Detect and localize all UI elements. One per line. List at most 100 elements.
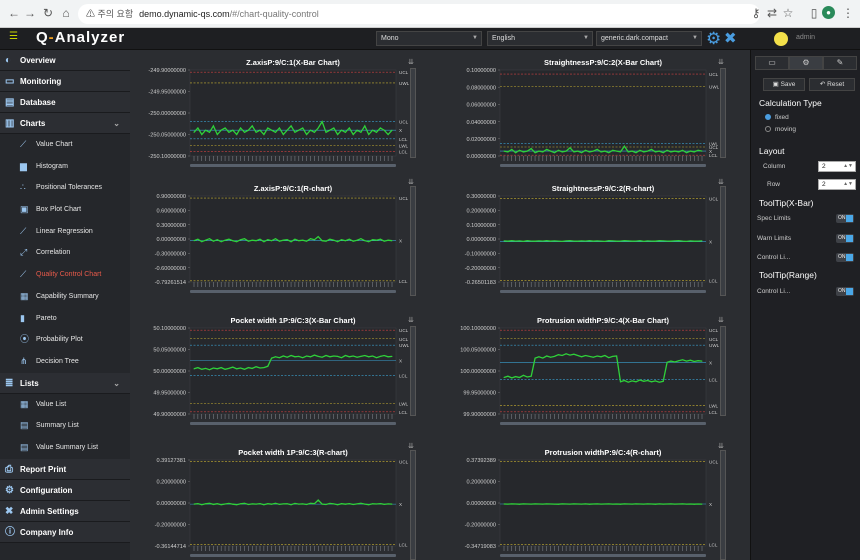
data-point[interactable] (333, 503, 335, 505)
sidebar-group-admin-settings[interactable]: ✖ Admin Settings (0, 500, 130, 522)
data-point[interactable] (697, 360, 699, 362)
data-point[interactable] (585, 355, 587, 357)
data-point[interactable] (581, 356, 583, 358)
data-point[interactable] (619, 151, 621, 153)
data-point[interactable] (542, 357, 544, 359)
horizontal-scrollbar[interactable] (190, 422, 396, 425)
data-point[interactable] (321, 121, 323, 123)
data-point[interactable] (557, 240, 559, 242)
data-point[interactable] (639, 379, 641, 381)
data-point[interactable] (631, 503, 633, 505)
translate-icon[interactable]: ⇄ (766, 6, 778, 20)
data-point[interactable] (585, 503, 587, 505)
data-point[interactable] (341, 357, 343, 359)
radio-fixed[interactable] (765, 114, 771, 120)
data-point[interactable] (623, 379, 625, 381)
data-point[interactable] (666, 361, 668, 363)
data-point[interactable] (627, 151, 629, 153)
data-point[interactable] (608, 240, 610, 242)
data-point[interactable] (209, 502, 211, 504)
data-point[interactable] (329, 238, 331, 240)
data-point[interactable] (678, 240, 680, 242)
data-point[interactable] (247, 503, 249, 505)
data-point[interactable] (530, 148, 532, 150)
data-point[interactable] (658, 503, 660, 505)
data-point[interactable] (569, 240, 571, 242)
data-point[interactable] (247, 129, 249, 131)
data-point[interactable] (530, 240, 532, 242)
data-point[interactable] (197, 238, 199, 240)
data-point[interactable] (511, 240, 513, 242)
data-point[interactable] (243, 502, 245, 504)
data-point[interactable] (693, 361, 695, 363)
data-point[interactable] (368, 134, 370, 135)
data-point[interactable] (313, 354, 315, 356)
data-point[interactable] (352, 503, 354, 505)
data-point[interactable] (631, 380, 633, 382)
data-point[interactable] (612, 149, 614, 151)
vertical-scrollbar[interactable] (410, 186, 416, 296)
data-point[interactable] (325, 355, 327, 357)
data-point[interactable] (275, 502, 277, 504)
data-point[interactable] (220, 241, 222, 243)
data-point[interactable] (538, 240, 540, 242)
data-point[interactable] (333, 355, 335, 357)
data-point[interactable] (557, 354, 559, 356)
data-point[interactable] (519, 503, 521, 505)
data-point[interactable] (592, 356, 594, 358)
data-point[interactable] (344, 131, 346, 133)
data-point[interactable] (573, 151, 575, 153)
data-point[interactable] (197, 127, 199, 129)
data-point[interactable] (302, 127, 304, 129)
data-point[interactable] (697, 503, 699, 505)
data-point[interactable] (228, 131, 230, 133)
data-point[interactable] (216, 503, 218, 505)
data-point[interactable] (647, 379, 649, 381)
data-point[interactable] (205, 367, 207, 369)
scroll-arrow-icon[interactable]: ⇊ (718, 443, 724, 450)
data-point[interactable] (689, 503, 691, 505)
home-icon[interactable]: ⌂ (62, 6, 70, 20)
data-point[interactable] (592, 503, 594, 505)
data-point[interactable] (600, 151, 602, 153)
data-point[interactable] (302, 357, 304, 359)
data-point[interactable] (600, 356, 602, 358)
mode-select[interactable]: Mono ▼ (376, 31, 482, 46)
data-point[interactable] (251, 125, 253, 127)
data-point[interactable] (391, 503, 393, 505)
sidebar-group-overview[interactable]: ◐ Overview (0, 50, 130, 71)
data-point[interactable] (306, 355, 308, 357)
scroll-arrow-icon[interactable]: ⇊ (408, 317, 414, 324)
data-point[interactable] (259, 129, 261, 131)
data-point[interactable] (282, 134, 284, 135)
data-point[interactable] (356, 239, 358, 241)
data-point[interactable] (507, 503, 509, 505)
data-point[interactable] (631, 240, 633, 242)
data-point[interactable] (356, 356, 358, 358)
data-point[interactable] (352, 355, 354, 357)
data-point[interactable] (232, 366, 234, 368)
data-point[interactable] (573, 503, 575, 505)
data-point[interactable] (588, 355, 590, 357)
reset-button[interactable]: ↶ Reset (809, 78, 855, 91)
data-point[interactable] (236, 368, 238, 370)
data-point[interactable] (511, 503, 513, 505)
data-point[interactable] (387, 356, 389, 358)
data-point[interactable] (697, 149, 699, 151)
data-point[interactable] (290, 241, 292, 243)
data-point[interactable] (309, 356, 311, 358)
data-point[interactable] (515, 240, 517, 242)
data-point[interactable] (216, 368, 218, 370)
app-logo[interactable]: Q-Analyzer (36, 29, 125, 46)
data-point[interactable] (294, 131, 296, 133)
data-point[interactable] (209, 369, 211, 371)
data-point[interactable] (530, 375, 532, 377)
data-point[interactable] (232, 129, 234, 131)
data-point[interactable] (383, 129, 385, 131)
data-point[interactable] (224, 368, 226, 370)
data-point[interactable] (596, 503, 598, 505)
data-point[interactable] (255, 366, 257, 368)
data-point[interactable] (565, 353, 567, 355)
data-point[interactable] (701, 503, 703, 505)
data-point[interactable] (546, 148, 548, 150)
